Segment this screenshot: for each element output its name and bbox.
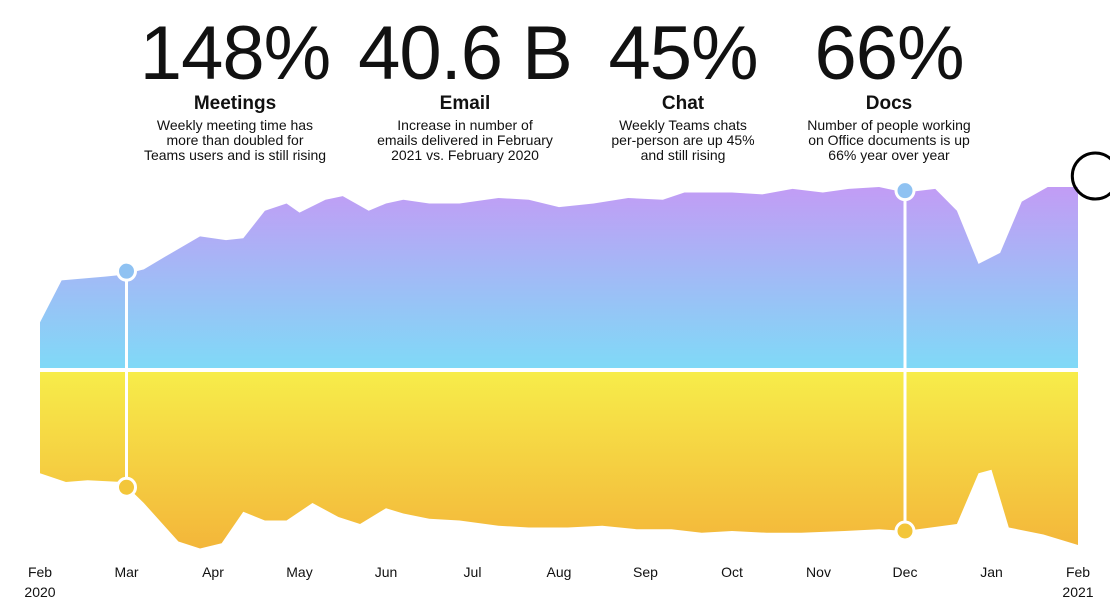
x-tick-label: Oct — [721, 564, 743, 580]
x-tick-label: Nov — [806, 564, 831, 580]
x-tick-label: Dec — [893, 564, 918, 580]
stat-description-line: 66% year over year — [828, 147, 950, 163]
x-tick-label: Sep — [633, 564, 658, 580]
series-bottom-area — [40, 370, 1078, 549]
marker-dot-bottom[interactable] — [894, 520, 916, 542]
marker-dot-top[interactable] — [116, 260, 137, 282]
x-tick-sublabel: 2020 — [24, 584, 55, 600]
stat-value: 66% — [814, 11, 964, 96]
stat-description: Weekly meeting time has more than double… — [120, 118, 350, 163]
x-tick-label: Jan — [980, 564, 1003, 580]
x-tick-label: Apr — [202, 564, 224, 580]
stat-meetings: 148% Meetings Weekly meeting time has mo… — [120, 14, 350, 163]
stat-description-line: Teams users and is still rising — [143, 147, 327, 163]
stat-description: Increase in number of emails delivered i… — [350, 118, 580, 163]
x-tick-label: Jul — [464, 564, 482, 580]
stat-description-line: more than doubled for — [166, 132, 304, 148]
stat-label: Meetings — [193, 93, 277, 114]
x-tick-label: May — [286, 564, 312, 580]
stat-description: Weekly Teams chats per-person are up 45%… — [578, 118, 788, 163]
stat-description-line: per-person are up 45% — [611, 132, 755, 148]
stat-description-line: 2021 vs. February 2020 — [391, 147, 539, 163]
stat-description-line: on Office documents is up — [808, 132, 970, 148]
stat-description-line: Weekly meeting time has — [156, 117, 314, 133]
stat-docs: 66% Docs Number of people working on Off… — [784, 14, 994, 163]
marker-dot-top[interactable] — [894, 180, 916, 202]
x-tick-label: Feb — [28, 564, 52, 580]
stat-value: 148% — [139, 11, 331, 96]
marker-dot-bottom[interactable] — [116, 476, 137, 498]
stat-chat: 45% Chat Weekly Teams chats per-person a… — [578, 14, 788, 163]
highlight-ring[interactable] — [1070, 151, 1110, 201]
x-tick-sublabel: 2021 — [1062, 584, 1093, 600]
stat-value: 40.6 B — [358, 11, 573, 96]
stat-label: Chat — [661, 93, 705, 114]
stat-email: 40.6 B Email Increase in number of email… — [350, 14, 580, 163]
x-tick-label: Mar — [114, 564, 138, 580]
stat-value: 45% — [608, 11, 758, 96]
stat-description-line: Number of people working — [807, 117, 971, 133]
x-tick-label: Feb — [1066, 564, 1090, 580]
stat-description: Number of people working on Office docum… — [784, 118, 994, 163]
x-tick-label: Aug — [547, 564, 572, 580]
stat-label: Email — [439, 93, 491, 114]
stat-label: Docs — [865, 93, 913, 114]
series-top-area — [40, 187, 1078, 370]
stat-description-line: Increase in number of — [397, 117, 533, 133]
stat-description-line: emails delivered in February — [377, 132, 553, 148]
stat-description-line: Weekly Teams chats — [619, 117, 747, 133]
stat-description-line: and still rising — [640, 147, 726, 163]
x-tick-label: Jun — [375, 564, 398, 580]
